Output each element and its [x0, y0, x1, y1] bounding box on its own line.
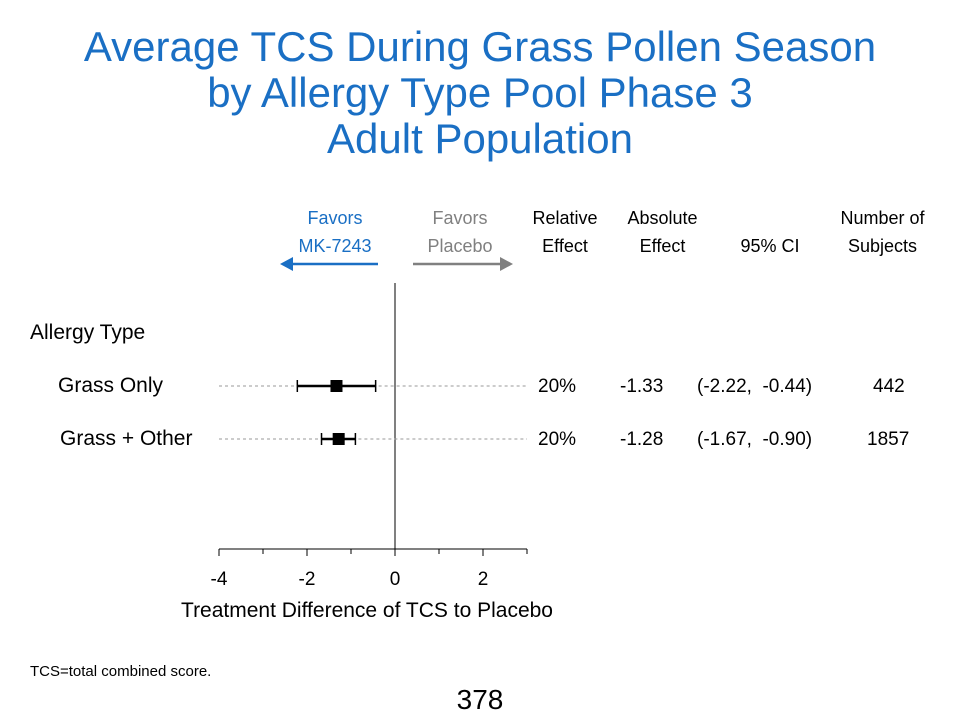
- relative-effect-line-2: Effect: [542, 236, 588, 256]
- absolute-effect-value: -1.33: [620, 376, 664, 397]
- row-label-grass-other: Grass + Other: [60, 427, 193, 450]
- subjects-line-2: Subjects: [847, 236, 918, 256]
- absolute-effect-line-1: Absolute: [627, 208, 698, 228]
- x-tick-label: -2: [299, 569, 316, 590]
- subjects-value: 442: [873, 376, 905, 397]
- absolute-effect-value: -1.28: [620, 429, 664, 450]
- point-estimate: [332, 433, 345, 445]
- relative-effect-value: 20%: [538, 429, 577, 450]
- title-line-2: by Allergy Type Pool Phase 3: [207, 69, 753, 116]
- relative-effect-line-1: Relative: [532, 208, 598, 228]
- ci-value: (-2.22, -0.44): [697, 376, 813, 397]
- relative-effect-header: Relative Effect: [520, 204, 610, 260]
- absolute-effect-header: Absolute Effect: [615, 204, 710, 260]
- section-label: Allergy Type: [30, 321, 146, 344]
- title-line-3: Adult Population: [327, 115, 633, 162]
- footnote: TCS=total combined score.: [30, 663, 212, 680]
- x-tick-label: -4: [211, 569, 228, 590]
- point-estimate: [330, 380, 343, 392]
- x-axis-label: Treatment Difference of TCS to Placebo: [181, 599, 553, 622]
- favors-drug-line-2: MK-7243: [298, 236, 372, 256]
- favors-placebo-header: Favors Placebo: [410, 204, 510, 260]
- relative-effect-value: 20%: [538, 376, 577, 397]
- chart-title: Average TCS During Grass Pollen Season b…: [0, 24, 960, 162]
- favors-drug-line-1: Favors: [307, 208, 363, 228]
- favors-placebo-arrowhead: [500, 257, 513, 271]
- favors-placebo-line-2: Placebo: [427, 236, 493, 256]
- row-label-grass-only: Grass Only: [58, 374, 164, 397]
- x-tick-label: 0: [390, 569, 401, 590]
- favors-drug-arrowhead: [280, 257, 293, 271]
- subjects-line-1: Number of: [840, 208, 925, 228]
- subjects-header: Number of Subjects: [820, 204, 945, 260]
- title-line-1: Average TCS During Grass Pollen Season: [83, 23, 877, 70]
- favors-drug-header: Favors MK-7243: [285, 204, 385, 260]
- absolute-effect-line-2: Effect: [639, 236, 686, 256]
- ci-header: 95% CI: [740, 236, 800, 256]
- x-tick-label: 2: [478, 569, 489, 590]
- page-number: 378: [456, 684, 504, 715]
- favors-placebo-line-1: Favors: [432, 208, 488, 228]
- ci-value: (-1.67, -0.90): [697, 429, 813, 450]
- subjects-value: 1857: [867, 429, 910, 450]
